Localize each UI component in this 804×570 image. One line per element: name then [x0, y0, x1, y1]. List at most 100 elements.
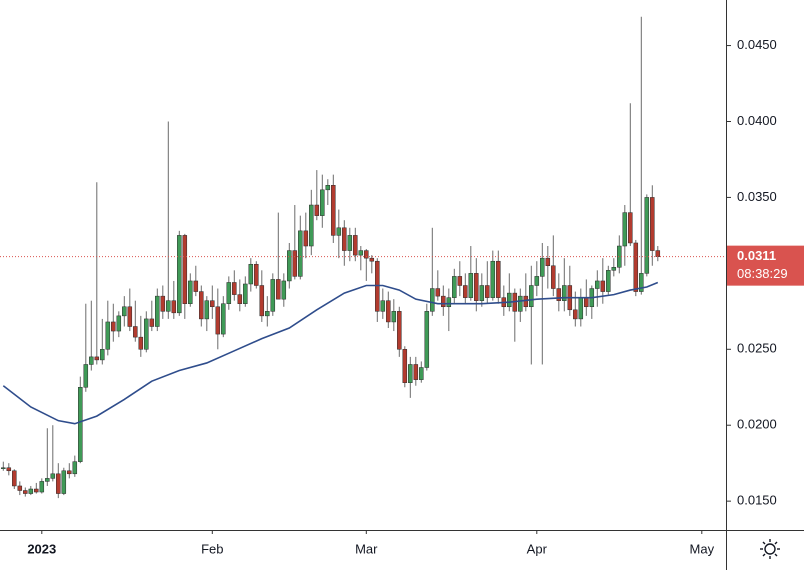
- candle-body: [336, 227, 342, 236]
- x-tick-label: May: [690, 541, 715, 556]
- candle-body: [23, 490, 28, 494]
- candle-body: [529, 285, 534, 308]
- candle-body: [600, 280, 606, 292]
- candle-body: [435, 288, 441, 297]
- candle-body: [485, 285, 490, 298]
- candle-body: [611, 267, 617, 271]
- candle-body: [61, 470, 67, 494]
- candle-body: [644, 197, 650, 274]
- candle-body: [193, 280, 199, 292]
- y-tick-label: 0.0350: [737, 189, 777, 204]
- plot-area: [1, 16, 661, 499]
- candle-body: [622, 212, 628, 247]
- candle-body: [56, 473, 61, 494]
- candle-body: [28, 488, 34, 494]
- candle-body: [562, 285, 567, 301]
- candle-body: [160, 295, 166, 312]
- candle-body: [545, 257, 551, 267]
- candle-body: [474, 273, 479, 301]
- candle-body: [34, 488, 39, 493]
- candle-body: [518, 295, 523, 312]
- candle-body: [270, 279, 276, 312]
- candle-body: [342, 227, 347, 251]
- x-tick-label: Apr: [527, 541, 548, 556]
- candle-body: [133, 326, 138, 338]
- candle-body: [177, 235, 182, 314]
- candle-body: [83, 364, 89, 388]
- candle-body: [215, 306, 221, 335]
- candle-body: [353, 235, 358, 256]
- candle-body: [320, 189, 325, 216]
- candle-body: [452, 276, 457, 298]
- candle-body: [507, 292, 512, 308]
- candle-body: [496, 260, 501, 298]
- candle-body: [364, 250, 369, 259]
- y-tick-label: 0.0250: [737, 341, 777, 356]
- candle-body: [6, 467, 12, 472]
- candle-body: [430, 288, 435, 312]
- last-price-label: 0.0311: [737, 248, 776, 263]
- candle-body: [331, 185, 336, 236]
- candle-body: [50, 473, 56, 479]
- candle-body: [655, 250, 661, 257]
- candle-body: [463, 285, 468, 298]
- candle-body: [281, 280, 287, 300]
- candle-body: [298, 230, 303, 277]
- candle-body: [419, 367, 424, 380]
- candle-body: [397, 311, 402, 350]
- candle-body: [413, 364, 419, 380]
- candle-body: [325, 185, 331, 191]
- candle-body: [479, 285, 485, 301]
- candle-body: [490, 260, 496, 298]
- candle-body: [122, 306, 127, 317]
- candle-body: [248, 263, 254, 285]
- candle-body: [144, 318, 149, 350]
- candle-body: [166, 300, 171, 312]
- candle-body: [171, 300, 177, 314]
- candle-body: [408, 364, 413, 383]
- candle-body: [254, 263, 259, 286]
- candle-body: [639, 273, 644, 292]
- candle-body: [276, 279, 281, 300]
- settings-icon[interactable]: [760, 539, 780, 559]
- candle-body: [111, 321, 116, 332]
- candle-body: [650, 197, 655, 251]
- candle-body: [287, 250, 292, 282]
- candle-body: [226, 282, 232, 304]
- last-price-badge: [727, 245, 804, 286]
- candle-body: [259, 285, 265, 317]
- candle-body: [584, 297, 589, 308]
- candle-body: [551, 265, 556, 289]
- candle-body: [232, 282, 237, 295]
- x-tick-label: 2023: [27, 541, 56, 556]
- candle-body: [138, 336, 144, 350]
- candle-body: [556, 288, 562, 301]
- candle-body: [155, 295, 160, 327]
- candle-body: [210, 300, 215, 308]
- candle-body: [358, 250, 364, 256]
- candle-body: [595, 280, 600, 289]
- candle-body: [78, 386, 83, 462]
- candle-body: [67, 470, 72, 475]
- candle-body: [523, 295, 529, 308]
- candle-body: [17, 485, 23, 491]
- candle-body: [265, 311, 270, 317]
- y-tick-label: 0.0200: [737, 417, 777, 432]
- candle-body: [149, 318, 155, 327]
- candle-body: [573, 309, 578, 320]
- candle-body: [12, 470, 17, 487]
- candle-body: [391, 311, 397, 323]
- candle-body: [204, 300, 210, 320]
- candle-body: [1, 467, 6, 469]
- candle-body: [127, 306, 133, 327]
- candle-body: [309, 204, 314, 247]
- candle-body: [369, 257, 375, 262]
- candle-body: [221, 303, 226, 335]
- candle-body: [89, 356, 94, 365]
- candle-body: [441, 295, 446, 308]
- candle-body: [457, 276, 463, 286]
- candle-body: [303, 230, 309, 247]
